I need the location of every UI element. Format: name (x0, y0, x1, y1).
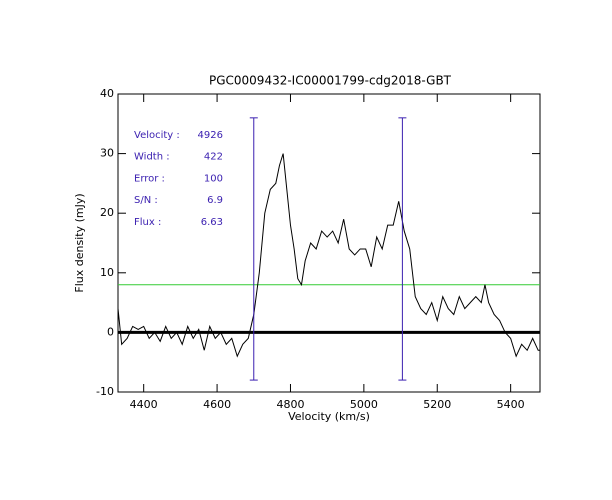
chart-title: PGC0009432-IC00001799-cdg2018-GBT (209, 74, 452, 88)
y-axis-label: Flux density (mJy) (73, 193, 86, 292)
annotation-label: S/N : (134, 195, 158, 206)
plot-frame (117, 93, 541, 393)
annotation-value: 6.9 (207, 195, 223, 206)
x-tick-label: 4600 (203, 398, 231, 411)
annotation-value: 6.63 (201, 217, 223, 228)
x-tick-label: 4400 (130, 398, 158, 411)
x-tick-label: 5000 (350, 398, 378, 411)
y-tick-label: 20 (100, 206, 114, 219)
x-tick-label: 4800 (276, 398, 304, 411)
annotation-label: Flux : (134, 217, 161, 228)
y-tick-label: 40 (100, 87, 114, 100)
annotation-label: Error : (134, 173, 165, 184)
annotation-value: 422 (204, 152, 223, 163)
annotation-value: 4926 (198, 130, 223, 141)
annotation-label: Velocity : (134, 130, 180, 141)
spectrum-line (117, 153, 540, 358)
y-tick-label: 30 (100, 147, 114, 160)
y-tick-label: -10 (96, 385, 114, 398)
x-tick-label: 5200 (423, 398, 451, 411)
y-tick-label: 10 (100, 266, 114, 279)
annotation-label: Width : (134, 152, 170, 163)
x-tick-label: 5400 (497, 398, 525, 411)
x-axis-label: Velocity (km/s) (288, 410, 370, 423)
y-tick-label: 0 (107, 325, 114, 338)
annotation-value: 100 (204, 173, 223, 184)
